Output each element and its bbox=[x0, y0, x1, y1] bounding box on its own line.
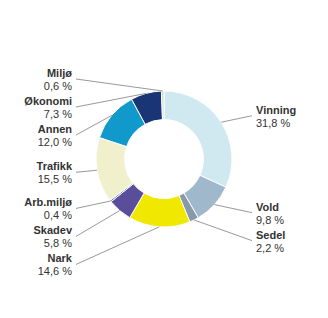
svg-text:Vinning: Vinning bbox=[256, 104, 296, 116]
svg-text:31,8 %: 31,8 % bbox=[256, 117, 290, 129]
svg-text:Trafikk: Trafikk bbox=[37, 160, 73, 172]
svg-text:0,6 %: 0,6 % bbox=[44, 80, 72, 92]
svg-text:15,5 %: 15,5 % bbox=[38, 173, 72, 185]
svg-text:Sedel: Sedel bbox=[256, 229, 285, 241]
svg-text:9,8 %: 9,8 % bbox=[256, 214, 284, 226]
svg-text:Miljø: Miljø bbox=[47, 67, 72, 79]
svg-text:12,0 %: 12,0 % bbox=[38, 136, 72, 148]
svg-text:Annen: Annen bbox=[38, 123, 73, 135]
svg-text:Skadev: Skadev bbox=[33, 224, 72, 236]
svg-text:0,4 %: 0,4 % bbox=[44, 209, 72, 221]
svg-text:Økonomi: Økonomi bbox=[24, 95, 72, 107]
svg-text:14,6 %: 14,6 % bbox=[38, 265, 72, 277]
svg-text:Nark: Nark bbox=[48, 252, 73, 264]
svg-text:Vold: Vold bbox=[256, 201, 279, 213]
svg-text:2,2 %: 2,2 % bbox=[256, 242, 284, 254]
svg-text:7,3 %: 7,3 % bbox=[44, 108, 72, 120]
svg-text:5,8 %: 5,8 % bbox=[44, 237, 72, 249]
svg-text:Arb.miljø: Arb.miljø bbox=[24, 196, 72, 208]
